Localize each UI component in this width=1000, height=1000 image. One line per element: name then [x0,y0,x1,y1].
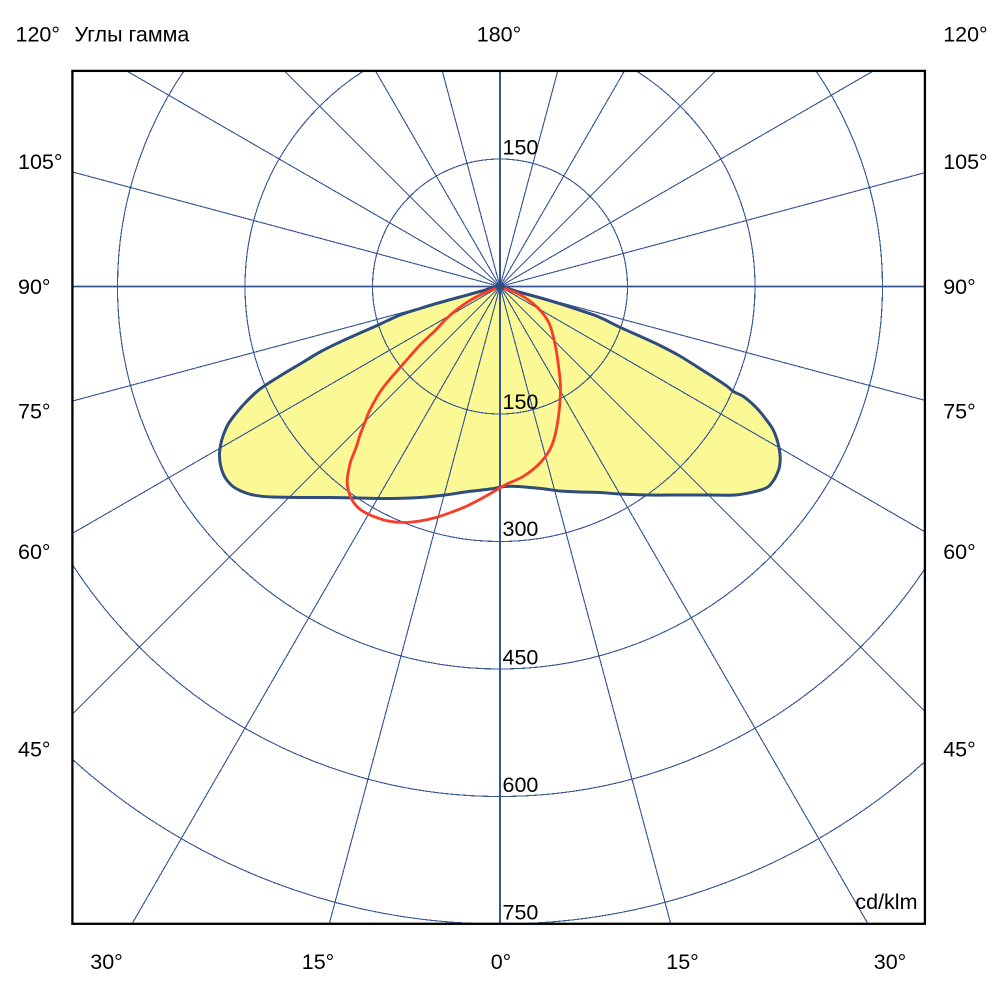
svg-text:120°: 120° [943,23,987,47]
svg-text:15°: 15° [302,950,335,974]
svg-text:120°: 120° [16,22,60,46]
svg-text:150: 150 [503,390,539,414]
svg-text:30°: 30° [90,950,123,974]
svg-text:Углы гамма: Углы гамма [75,22,190,46]
svg-text:750: 750 [503,901,539,925]
svg-text:105°: 105° [18,150,62,174]
svg-text:450: 450 [503,645,539,669]
svg-text:150: 150 [503,136,539,160]
svg-text:60°: 60° [18,540,51,564]
svg-text:60°: 60° [943,540,976,564]
svg-text:600: 600 [503,773,539,797]
svg-text:45°: 45° [943,738,976,762]
svg-text:45°: 45° [18,738,51,762]
svg-text:300: 300 [503,517,539,541]
svg-text:90°: 90° [18,275,51,299]
svg-text:75°: 75° [18,400,51,424]
svg-text:15°: 15° [666,950,699,974]
svg-text:180°: 180° [477,23,521,47]
svg-text:0°: 0° [491,950,512,974]
svg-text:cd/klm: cd/klm [855,890,917,914]
svg-text:105°: 105° [943,150,987,174]
svg-text:30°: 30° [874,950,907,974]
svg-text:75°: 75° [943,400,976,424]
svg-text:90°: 90° [943,275,976,299]
